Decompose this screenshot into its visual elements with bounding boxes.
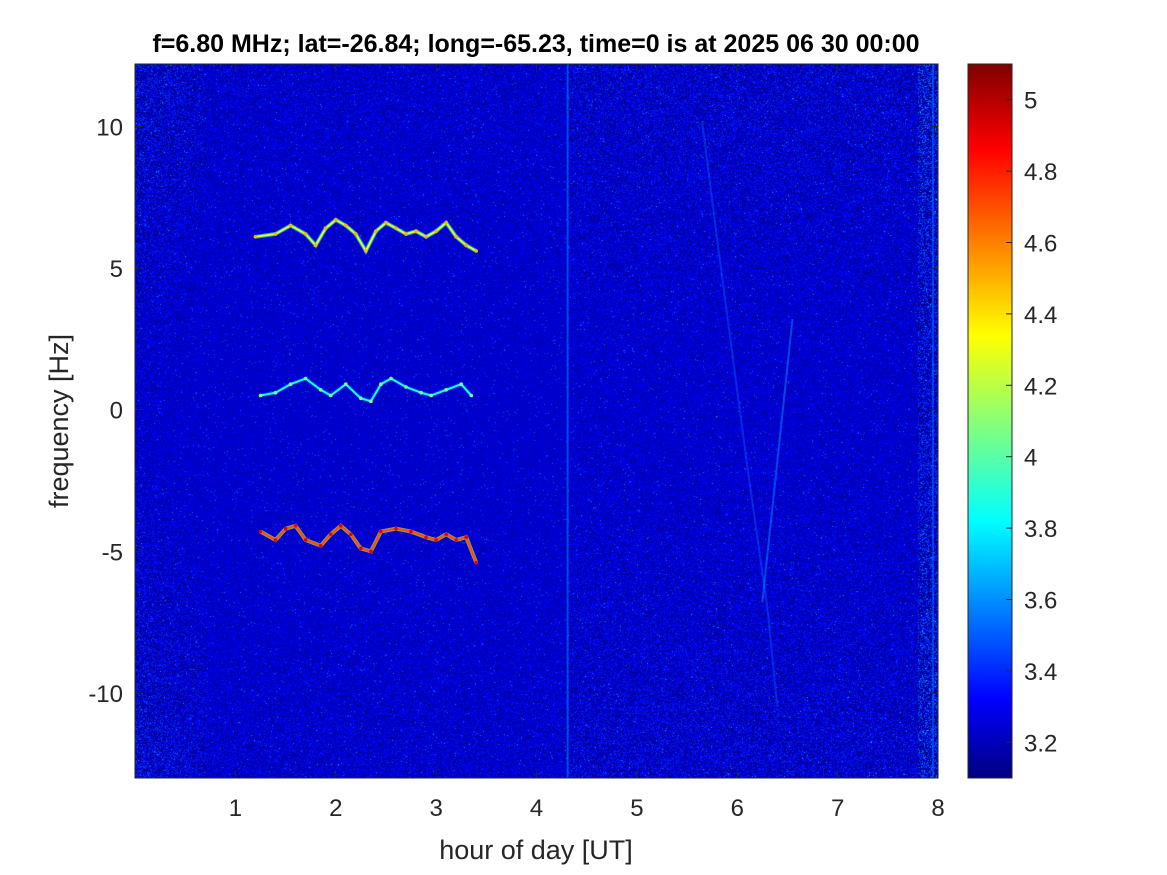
y-tick-label: -10 (88, 681, 123, 708)
x-tick-label: 6 (731, 795, 744, 822)
x-tick-label: 1 (229, 795, 242, 822)
y-axis-label: frequency [Hz] (44, 334, 74, 508)
y-tick-label: 10 (96, 114, 123, 141)
trace-point (419, 390, 423, 395)
trace-point (474, 560, 479, 565)
trace-point (328, 532, 333, 537)
trace-point (359, 396, 363, 401)
x-tick-label: 8 (931, 795, 944, 822)
trace-point (318, 543, 323, 548)
trace-point (474, 249, 479, 253)
heatmap-layer (135, 64, 938, 778)
trace-point (273, 538, 278, 542)
trace-point (344, 382, 348, 387)
colorbar-tick-label: 4.8 (1024, 159, 1057, 186)
trace-point (444, 532, 449, 537)
colorbar-tick-label: 3.2 (1024, 730, 1057, 757)
trace-point (349, 532, 353, 537)
x-tick-label: 2 (329, 795, 342, 822)
trace-point (334, 218, 338, 222)
trace-point (384, 220, 388, 225)
trace-point (469, 393, 474, 398)
trace-point (444, 220, 449, 225)
chart-title: f=6.80 MHz; lat=-26.84; long=-65.23, tim… (152, 30, 919, 58)
trace-point (303, 376, 308, 381)
trace-point (394, 226, 398, 231)
trace-point (374, 229, 378, 233)
trace-point (404, 385, 408, 389)
trace-point (288, 223, 293, 228)
trace-point (464, 243, 469, 248)
y-tick-label: 0 (110, 398, 123, 425)
trace-point (454, 235, 459, 239)
trace-point (424, 235, 428, 239)
faint-feature (761, 318, 794, 603)
trace-point (369, 549, 373, 554)
signal-trace (260, 524, 478, 564)
plot-area (134, 63, 939, 779)
trace-point (318, 388, 323, 392)
x-tick-label: 3 (429, 795, 442, 822)
colorbar-tick-label: 4.4 (1024, 302, 1057, 329)
trace-layer (253, 64, 934, 778)
trace-point (344, 223, 348, 228)
faint-feature (701, 120, 779, 708)
x-tick-label: 7 (831, 795, 844, 822)
trace-point (444, 388, 449, 392)
trace-point (258, 529, 263, 534)
trace-point (339, 524, 343, 528)
trace-point (258, 393, 263, 398)
colorbar-tick-label: 3.6 (1024, 588, 1057, 615)
trace-point (434, 229, 438, 233)
x-axis-label: hour of day [UT] (439, 835, 633, 865)
trace-point (288, 382, 293, 387)
colorbar-tick-label: 4 (1024, 445, 1037, 472)
trace-point (404, 232, 408, 236)
trace-point (313, 243, 318, 248)
y-tick-label: -5 (102, 539, 123, 566)
trace-point (354, 232, 358, 236)
trace-point (409, 529, 413, 534)
trace-point (414, 229, 418, 233)
trace-point (369, 399, 373, 404)
trace-point (273, 390, 278, 395)
trace-point (293, 524, 298, 528)
colorbar-tick-label: 4.6 (1024, 231, 1057, 258)
colorbar-tick-label: 5 (1024, 88, 1037, 115)
trace-point (454, 538, 459, 542)
trace-point (283, 526, 288, 531)
colorbar-scale (967, 63, 1013, 779)
x-tick-label: 4 (530, 795, 543, 822)
trace-point (379, 529, 383, 534)
colorbar-ticks: 5 4.8 4.6 4.4 4.2 4 3.8 3.6 3.4 3.2 (1006, 88, 1057, 757)
trace-point (459, 382, 464, 387)
trace-point (434, 538, 438, 542)
trace-point (323, 226, 328, 231)
x-tick-label: 5 (630, 795, 643, 822)
trace-point (253, 235, 258, 239)
y-tick-label: 5 (110, 256, 123, 283)
trace-point (303, 538, 308, 542)
x-axis: 1 2 3 4 5 6 7 8 (229, 64, 945, 822)
trace-point (389, 376, 393, 381)
trace-point (273, 232, 278, 236)
y-axis: 10 5 0 -5 -10 (88, 114, 938, 708)
colorbar-tick-label: 3.8 (1024, 516, 1057, 543)
trace-point (429, 393, 433, 398)
trace-point (364, 249, 368, 253)
trace-point (303, 232, 308, 236)
trace-point (424, 535, 428, 539)
trace-point (328, 393, 333, 398)
trace-point (379, 382, 383, 387)
trace-point (359, 546, 363, 551)
colorbar-tick-label: 3.4 (1024, 659, 1057, 686)
colorbar: 5 4.8 4.6 4.4 4.2 4 3.8 3.6 3.4 3.2 (967, 63, 1057, 779)
trace-point (394, 526, 398, 531)
colorbar-tick-label: 4.2 (1024, 373, 1057, 400)
trace-point (464, 535, 469, 539)
